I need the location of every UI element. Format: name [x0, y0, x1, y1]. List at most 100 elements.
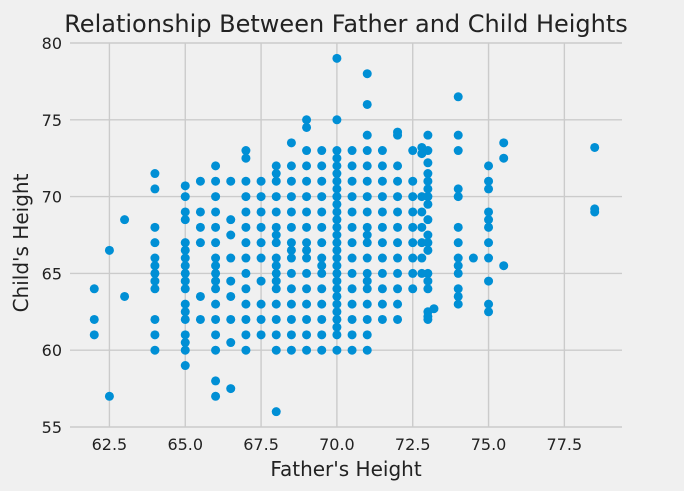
data-point: [423, 176, 433, 186]
data-point: [484, 276, 494, 286]
data-point: [211, 222, 221, 232]
data-point: [286, 161, 296, 171]
data-point: [180, 361, 190, 371]
data-point: [347, 222, 357, 232]
data-point: [271, 345, 281, 355]
data-point: [453, 268, 463, 278]
data-point: [332, 192, 342, 202]
data-point: [362, 161, 372, 171]
data-point: [286, 192, 296, 202]
data-point: [332, 215, 342, 225]
data-point: [211, 345, 221, 355]
data-point: [393, 130, 403, 140]
data-point: [362, 330, 372, 340]
x-tick-labels: 62.5 65.0 67.5 70.0 72.5 75.0 77.5: [92, 435, 583, 454]
data-point: [468, 253, 478, 263]
data-point: [180, 276, 190, 286]
grid: [70, 42, 622, 428]
data-point: [317, 299, 327, 309]
data-point: [241, 299, 251, 309]
x-axis-label: Father's Height: [270, 457, 422, 481]
data-point: [89, 314, 99, 324]
data-point: [423, 146, 433, 156]
data-point: [317, 268, 327, 278]
data-point: [180, 338, 190, 348]
data-point: [408, 176, 418, 186]
data-point: [180, 215, 190, 225]
data-point: [150, 261, 160, 271]
data-point: [484, 222, 494, 232]
data-point: [195, 314, 205, 324]
data-point: [286, 222, 296, 232]
data-point: [286, 268, 296, 278]
data-point: [211, 161, 221, 171]
data-point: [393, 299, 403, 309]
y-tick-label: 65: [42, 264, 62, 283]
data-point: [423, 276, 433, 286]
data-point: [150, 284, 160, 294]
data-point: [317, 146, 327, 156]
data-point: [180, 192, 190, 202]
data-point: [332, 153, 342, 163]
data-point: [180, 307, 190, 317]
data-point: [362, 130, 372, 140]
data-point: [393, 161, 403, 171]
data-point: [286, 207, 296, 217]
chart-title: Relationship Between Father and Child He…: [64, 10, 628, 38]
data-point: [271, 161, 281, 171]
data-point: [302, 253, 312, 263]
data-point: [317, 222, 327, 232]
data-point: [211, 284, 221, 294]
data-point: [484, 161, 494, 171]
data-point: [241, 253, 251, 263]
y-tick-label: 75: [42, 111, 62, 130]
data-point: [317, 345, 327, 355]
data-point: [286, 330, 296, 340]
data-point: [286, 253, 296, 263]
data-point: [362, 99, 372, 109]
data-point: [150, 184, 160, 194]
data-point: [211, 391, 221, 401]
data-point: [89, 330, 99, 340]
data-point: [286, 238, 296, 248]
data-point: [484, 215, 494, 225]
data-point: [377, 192, 387, 202]
data-point: [417, 253, 427, 263]
data-point: [332, 345, 342, 355]
data-point: [377, 268, 387, 278]
data-point: [362, 146, 372, 156]
data-point: [120, 215, 130, 225]
data-point: [195, 291, 205, 301]
data-point: [332, 245, 342, 255]
data-point: [211, 238, 221, 248]
y-tick-label: 60: [42, 341, 62, 360]
data-point: [332, 146, 342, 156]
data-point: [347, 314, 357, 324]
data-point: [180, 299, 190, 309]
data-point: [332, 291, 342, 301]
data-point: [362, 176, 372, 186]
data-point: [347, 192, 357, 202]
data-point: [317, 330, 327, 340]
data-point: [423, 158, 433, 168]
data-point: [332, 161, 342, 171]
data-point: [180, 330, 190, 340]
data-point: [393, 314, 403, 324]
data-point: [317, 284, 327, 294]
data-point: [590, 142, 600, 152]
data-point: [150, 238, 160, 248]
data-point: [499, 138, 509, 148]
data-point: [362, 345, 372, 355]
data-point: [211, 299, 221, 309]
data-point: [211, 261, 221, 271]
data-point: [408, 253, 418, 263]
x-tick-label: 75.0: [471, 435, 507, 454]
data-point: [423, 230, 433, 240]
data-point: [417, 207, 427, 217]
data-point: [271, 192, 281, 202]
data-point: [393, 268, 403, 278]
data-point: [377, 238, 387, 248]
data-point: [377, 222, 387, 232]
data-point: [362, 230, 372, 240]
data-point: [332, 307, 342, 317]
